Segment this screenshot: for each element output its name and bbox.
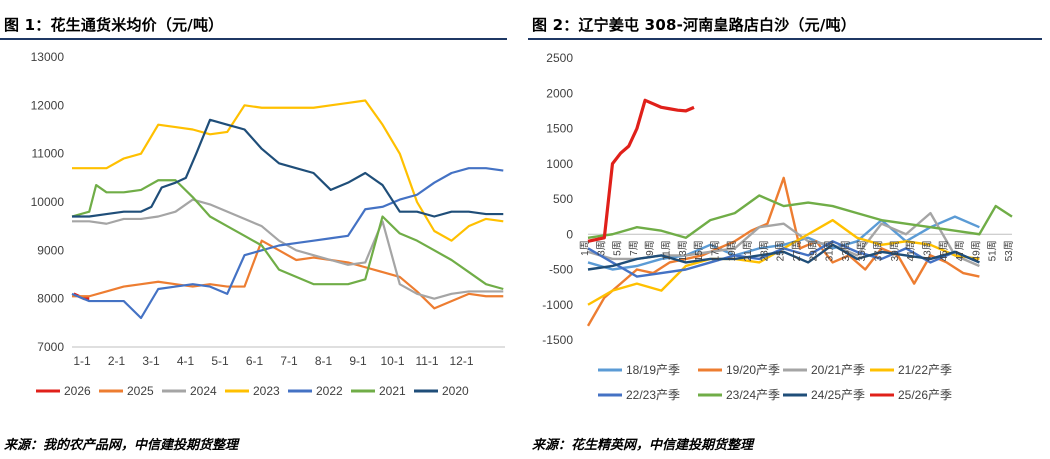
right-x-tick-label: 39周 <box>889 240 901 261</box>
left-series-line-2020 <box>72 118 504 218</box>
left-y-tick-label: 11000 <box>32 147 65 161</box>
right-x-tick-label: 21周 <box>742 240 754 261</box>
left-series-line-2021 <box>71 179 504 291</box>
right-y-tick-label: 2000 <box>546 86 573 100</box>
right-title-rule <box>528 38 1042 40</box>
right-legend-label-23-24: 23/24产季 <box>726 388 780 402</box>
right-x-tick-label: 47周 <box>954 240 966 261</box>
right-x-tick-label: 13周 <box>677 240 689 261</box>
left-x-tick-label: 4-1 <box>177 354 195 368</box>
left-line-chart: 7000 8000 9000 10000 11000 12000 13000 1-1 2-1 3-… <box>31 50 505 398</box>
right-series-line-25-26 <box>587 98 695 243</box>
left-legend-label-2026: 2026 <box>64 384 91 398</box>
right-x-tick-label: 49周 <box>970 240 982 261</box>
left-y-tick-label: 13000 <box>31 50 65 64</box>
right-x-tick-label: 43周 <box>921 240 933 261</box>
right-x-tick-label: 35周 <box>856 240 868 261</box>
right-chart-panel: 图 2：辽宁姜屯 308-河南皇路店白沙（元/吨） -1500 -1000 -500… <box>528 0 1050 459</box>
right-y-tick-label: -1500 <box>542 333 573 347</box>
right-y-tick-label: 1000 <box>546 157 573 171</box>
left-legend-label-2020: 2020 <box>442 384 469 398</box>
left-legend-label-2021: 2021 <box>379 384 406 398</box>
right-x-tick-label: 25周 <box>775 240 787 261</box>
left-legend-label-2025: 2025 <box>127 384 154 398</box>
left-x-tick-label: 7-1 <box>280 354 298 368</box>
left-x-tick-label: 12-1 <box>450 354 474 368</box>
left-x-tick-label: 2-1 <box>108 354 126 368</box>
right-x-tick-label: 29周 <box>807 240 819 261</box>
left-chart-panel: 图 1：花生通货米均价（元/吨） 7000 8000 9000 10000 11000 1… <box>0 0 515 459</box>
right-x-tick-label: 41周 <box>905 240 917 261</box>
right-x-tick-label: 3周 <box>595 240 607 256</box>
right-x-tick-label: 33周 <box>840 240 852 261</box>
right-x-tick-label: 51周 <box>987 240 999 261</box>
left-y-tick-label: 7000 <box>37 340 64 354</box>
right-y-tick-label: 2500 <box>546 51 573 65</box>
right-y-tick-label: -500 <box>549 263 573 277</box>
right-x-tick-label: 15周 <box>693 240 705 261</box>
right-series-line-18-19 <box>587 215 980 271</box>
right-x-tick-label: 45周 <box>938 240 950 261</box>
right-x-tick-label: 1周 <box>579 240 591 256</box>
left-x-tick-label: 3-1 <box>142 354 160 368</box>
right-legend-label-18-19: 18/19产季 <box>626 363 680 377</box>
right-legend-label-20-21: 20/21产季 <box>811 363 865 377</box>
right-x-tick-label: 17周 <box>709 240 721 261</box>
left-legend-label-2023: 2023 <box>253 384 280 398</box>
left-x-tick-label: 8-1 <box>315 354 333 368</box>
left-y-tick-label: 9000 <box>37 243 64 257</box>
left-x-tick-label: 6-1 <box>246 354 264 368</box>
right-x-tick-label: 37周 <box>873 240 885 261</box>
right-y-tick-label: 1500 <box>546 122 573 136</box>
left-x-tick-label: 1-1 <box>73 354 91 368</box>
right-x-tick-label: 9周 <box>644 240 656 256</box>
left-series-line-2024 <box>72 198 504 300</box>
right-series-line-24-25 <box>587 243 980 271</box>
right-x-tick-label: 53周 <box>1003 240 1015 261</box>
right-y-tick-label: 0 <box>566 227 573 241</box>
left-series-line-2023 <box>72 99 504 242</box>
left-source-note: 来源：我的农产品网，中信建投期货整理 <box>4 438 239 453</box>
right-legend-label-25-26: 25/26产季 <box>898 388 952 402</box>
left-y-tick-label: 12000 <box>31 98 65 112</box>
right-x-tick-label: 27周 <box>791 240 803 261</box>
right-legend-label-24-25: 24/25产季 <box>811 388 865 402</box>
right-legend-label-19-20: 19/20产季 <box>726 363 780 377</box>
left-series-line-2025 <box>72 239 504 310</box>
right-source-note: 来源：花生精英网，中信建投期货整理 <box>532 438 754 453</box>
left-x-tick-label: 10-1 <box>381 354 405 368</box>
right-x-tick-label: 7周 <box>628 240 640 256</box>
right-chart-title: 图 2：辽宁姜屯 308-河南皇路店白沙（元/吨） <box>532 16 856 34</box>
right-line-chart: -1500 -1000 -500 0 500 1000 1500 2000 2500 1周 3周 5周… <box>542 51 1015 402</box>
right-series-line-22-23 <box>587 240 980 278</box>
left-legend-label-2024: 2024 <box>190 384 217 398</box>
left-x-tick-label: 5-1 <box>211 354 229 368</box>
right-x-tick-label: 11周 <box>661 240 673 260</box>
right-x-tick-label: 5周 <box>612 240 624 256</box>
right-legend-label-22-23: 22/23产季 <box>626 388 680 402</box>
left-legend-label-2022: 2022 <box>316 384 343 398</box>
left-y-tick-label: 8000 <box>37 292 64 306</box>
left-x-tick-label: 9-1 <box>349 354 367 368</box>
right-y-tick-label: -1000 <box>542 298 573 312</box>
left-title-rule <box>0 38 507 40</box>
left-series-line-2022 <box>71 167 504 320</box>
right-x-tick-label: 31周 <box>824 240 836 261</box>
right-series-line-23-24 <box>587 194 1013 239</box>
right-y-tick-label: 500 <box>553 192 573 206</box>
right-legend-label-21-22: 21/22产季 <box>898 363 952 377</box>
left-chart-title: 图 1：花生通货米均价（元/吨） <box>4 16 224 34</box>
left-y-tick-label: 10000 <box>31 195 65 209</box>
right-x-tick-label: 19周 <box>726 240 738 261</box>
right-x-tick-label: 23周 <box>758 240 770 261</box>
left-x-tick-label: 11-1 <box>415 354 438 368</box>
